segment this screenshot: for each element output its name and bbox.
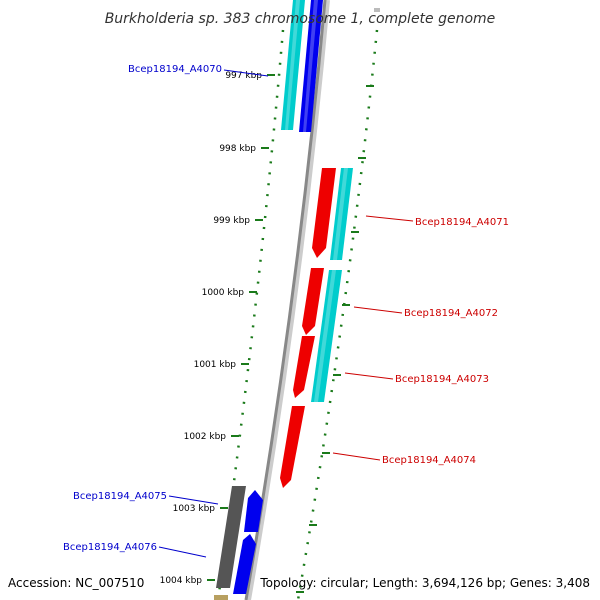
backbone-shadow (245, 0, 330, 600)
gene-label[interactable]: Bcep18194_A4076 (63, 542, 157, 553)
gene-label[interactable]: Bcep18194_A4074 (382, 455, 476, 466)
cds-feature-blue (299, 0, 323, 132)
feature-layer (214, 0, 353, 600)
feature-highlight (285, 0, 300, 130)
cds-feature-gray (216, 486, 246, 588)
scale-tick-label: 1000 kbp (202, 288, 245, 298)
feature-highlight (303, 0, 318, 132)
tick-layer: 997 kbp 998 kbp 999 kbp 1000 kbp 1001 kbp 100… (160, 8, 380, 600)
gene-leader-line (365, 215, 414, 222)
gene-label[interactable]: Bcep18194_A4072 (404, 308, 498, 319)
cds-feature-cyan (281, 0, 305, 130)
scale-tick-label: 1004 kbp (160, 576, 203, 586)
label-layer: Bcep18194_A4070 Bcep18194_A4071 Bcep18194_… (63, 64, 509, 558)
gene-label[interactable]: Bcep18194_A4075 (73, 491, 167, 502)
gene-leader-line (223, 69, 269, 77)
cds-feature-red (302, 268, 324, 335)
feature-highlight (314, 270, 336, 402)
gene-leader-line (158, 546, 207, 558)
scale-tick-label: 1001 kbp (194, 360, 237, 370)
gene-label[interactable]: Bcep18194_A4071 (415, 217, 509, 228)
cds-feature-tan (214, 595, 228, 600)
map-title: Burkholderia sp. 383 chromosome 1, compl… (105, 11, 496, 27)
scale-tick-label: 998 kbp (219, 144, 256, 154)
gene-leader-line (168, 495, 219, 505)
accession-text: Accession: NC_007510 (8, 576, 144, 590)
cds-feature-cyan (311, 270, 342, 402)
scale-tick-label: 1003 kbp (173, 504, 216, 514)
cds-feature-cyan (330, 168, 353, 260)
genome-summary-text: Topology: circular; Length: 3,694,126 bp… (259, 576, 590, 590)
scale-tick-label: 999 kbp (213, 216, 250, 226)
cds-feature-red (293, 336, 315, 398)
cds-feature-red (280, 406, 305, 488)
ring-end-cap (374, 8, 380, 12)
gene-leader-line (344, 372, 394, 380)
gene-label[interactable]: Bcep18194_A4070 (128, 64, 222, 75)
cds-feature-red (312, 168, 336, 258)
cds-feature-blue (233, 534, 256, 594)
gene-leader-line (353, 306, 403, 314)
gene-leader-line (332, 452, 381, 461)
feature-highlight (333, 168, 348, 260)
cds-feature-blue (244, 490, 263, 532)
scale-tick-label: 1002 kbp (184, 432, 227, 442)
scale-tick-label: 997 kbp (225, 71, 262, 81)
gene-label[interactable]: Bcep18194_A4073 (395, 374, 489, 385)
